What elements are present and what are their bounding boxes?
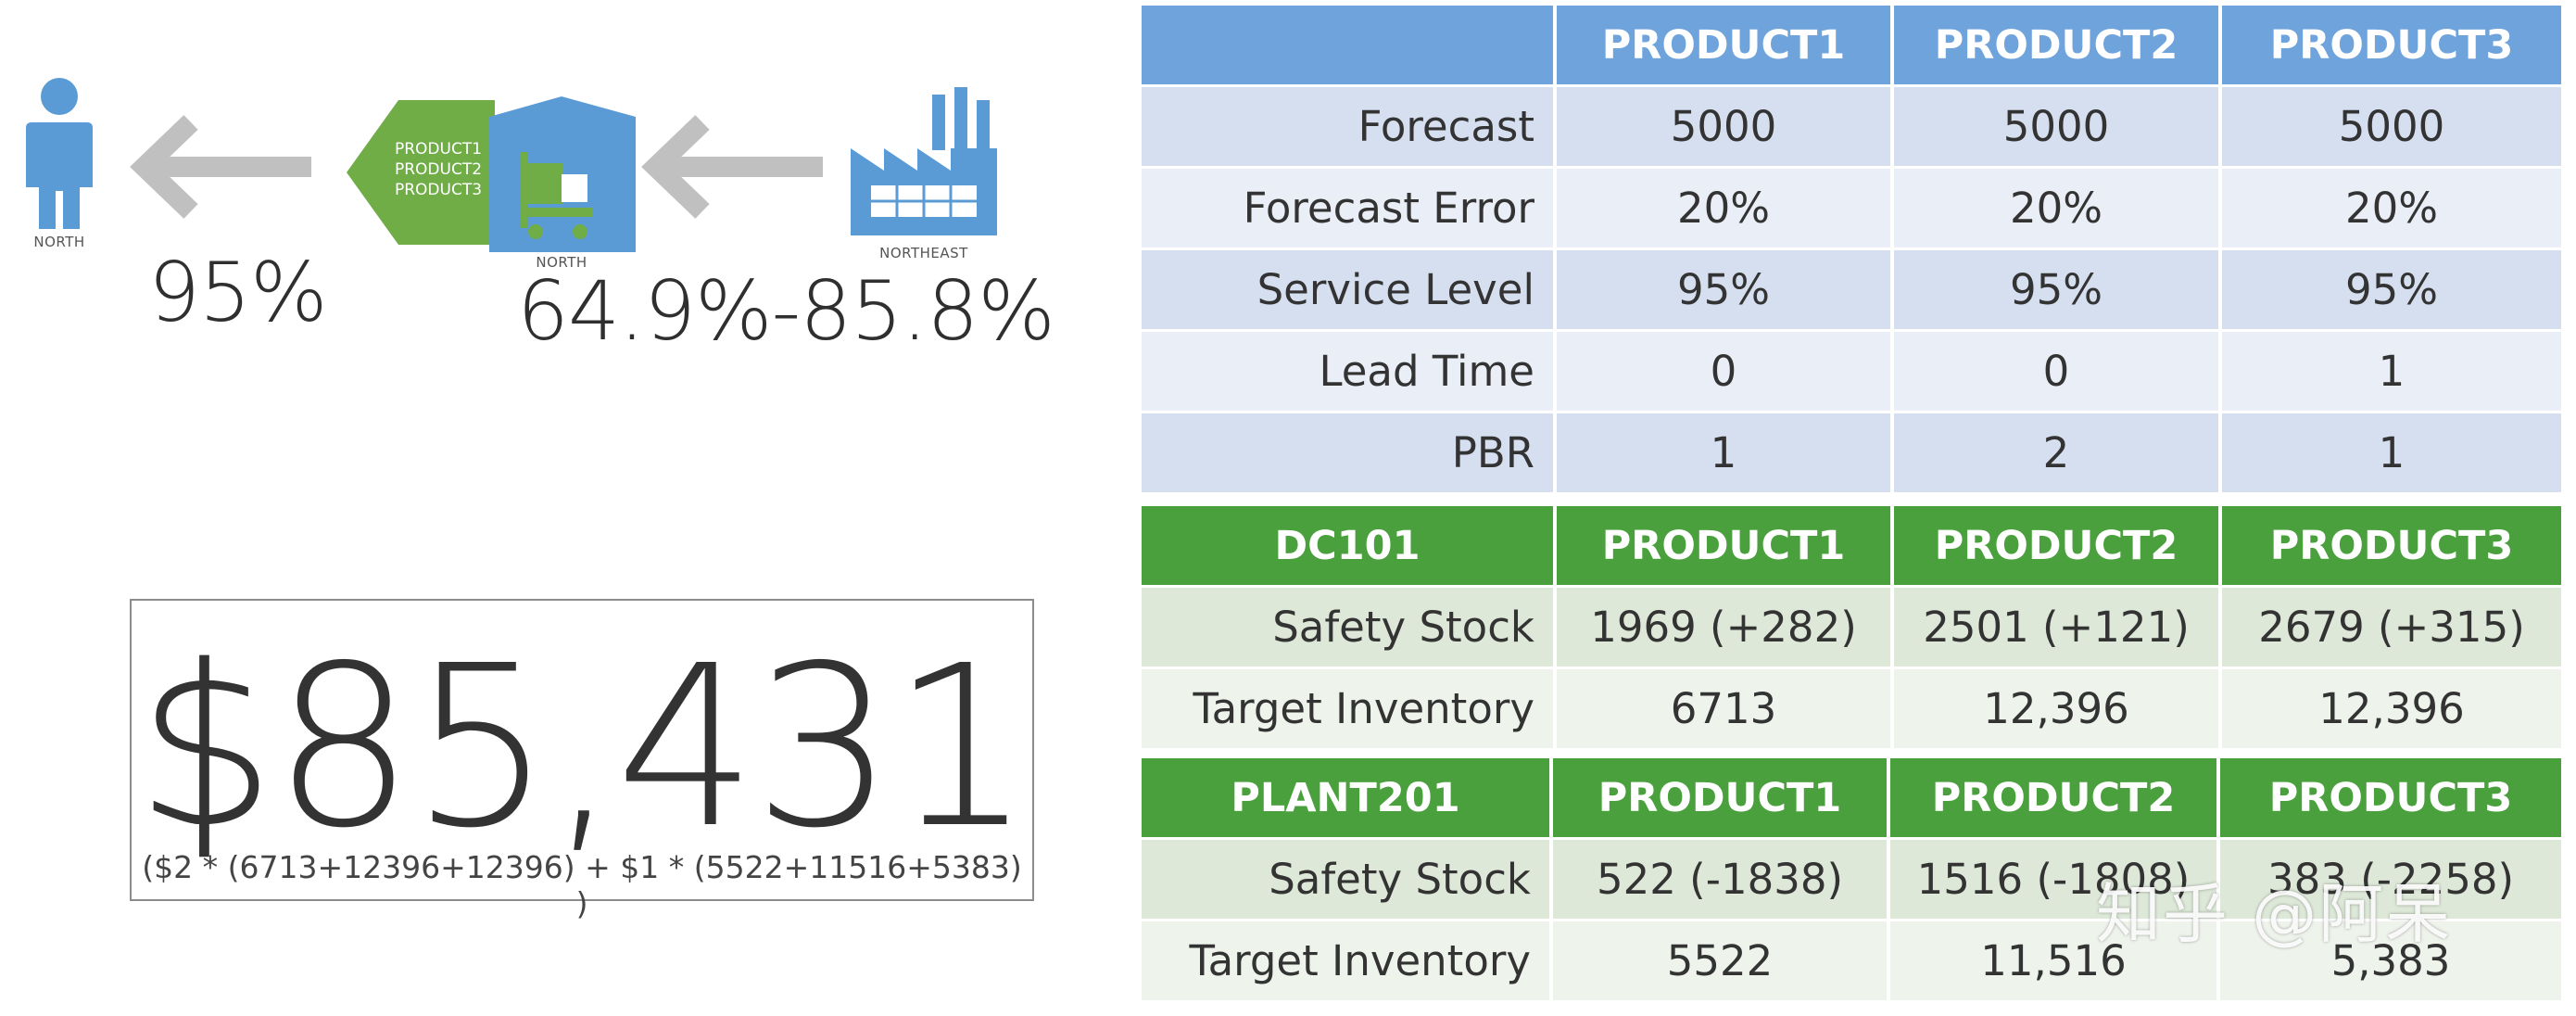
customer-label: NORTH (33, 234, 85, 250)
table-cell: 383 (-2258) (2220, 840, 2561, 921)
header-cell: PRODUCT1 (1557, 6, 1894, 87)
dc-product-2: PRODUCT2 (394, 160, 483, 179)
total-cost-formula: ($2 * (6713+12396+12396) + $1 * (5522+11… (142, 849, 1022, 921)
table-cell: 95% (1894, 250, 2222, 332)
table-row: Target Inventory 5522 11,516 5,383 (1142, 921, 2561, 1003)
table-cell: 5,383 (2220, 921, 2561, 1003)
header-cell: PRODUCT1 (1553, 758, 1890, 840)
table-row: Service Level 95% 95% 95% (1142, 250, 2561, 332)
table-row: PBR 1 2 1 (1142, 413, 2561, 495)
table-cell: 20% (2222, 169, 2561, 250)
table-cell: 2679 (+315) (2222, 588, 2561, 669)
header-cell: DC101 (1142, 506, 1557, 588)
header-cell: PRODUCT2 (1894, 506, 2222, 588)
table-cell: 5000 (1557, 87, 1894, 169)
row-label: PBR (1142, 413, 1557, 495)
table-cell: 1 (2222, 413, 2561, 495)
table-cell: 5000 (1894, 87, 2222, 169)
table-cell: 95% (2222, 250, 2561, 332)
table-row: Safety Stock 522 (-1838) 1516 (-1808) 38… (1142, 840, 2561, 921)
table-row: Lead Time 0 0 1 (1142, 332, 2561, 413)
table-cell: 95% (1557, 250, 1894, 332)
header-cell: PRODUCT1 (1557, 506, 1894, 588)
header-cell: PRODUCT3 (2222, 6, 2561, 87)
table-row: Target Inventory 6713 12,396 12,396 (1142, 669, 2561, 751)
total-cost-value: $85,431 (134, 617, 1032, 877)
row-label: Target Inventory (1142, 921, 1553, 1003)
header-cell: PRODUCT3 (2222, 506, 2561, 588)
table-cell: 2501 (+121) (1894, 588, 2222, 669)
table-cell: 12,396 (1894, 669, 2222, 751)
customer-service-level: 95% (148, 245, 328, 340)
person-icon (26, 78, 93, 229)
dc-product-1: PRODUCT1 (394, 140, 483, 159)
table-cell: 5000 (2222, 87, 2561, 169)
dc-product-tag-shape (347, 100, 495, 245)
table-row: Safety Stock 1969 (+282) 2501 (+121) 267… (1142, 588, 2561, 669)
table-cell: 1516 (-1808) (1890, 840, 2220, 921)
header-cell: PRODUCT3 (2220, 758, 2561, 840)
row-label: Lead Time (1142, 332, 1557, 413)
table-row: Forecast 5000 5000 5000 (1142, 87, 2561, 169)
row-label: Forecast Error (1142, 169, 1557, 250)
dc-label: NORTH (536, 254, 587, 271)
row-label: Target Inventory (1142, 669, 1557, 751)
table-cell: 12,396 (2222, 669, 2561, 751)
dc-service-level-range: 64.9%-85.8% (517, 263, 1055, 359)
row-label: Safety Stock (1142, 840, 1553, 921)
table-cell: 1969 (+282) (1557, 588, 1894, 669)
row-label: Safety Stock (1142, 588, 1557, 669)
table-cell: 11,516 (1890, 921, 2220, 1003)
table-cell: 5522 (1553, 921, 1890, 1003)
header-cell: PRODUCT2 (1890, 758, 2220, 840)
table-cell: 20% (1894, 169, 2222, 250)
plant-label: NORTHEAST (879, 245, 968, 261)
table-cell: 1 (2222, 332, 2561, 413)
warehouse-icon (489, 96, 636, 252)
header-cell: PLANT201 (1142, 758, 1553, 840)
table-cell: 2 (1894, 413, 2222, 495)
table-cell: 0 (1557, 332, 1894, 413)
table-header-row: PLANT201 PRODUCT1 PRODUCT2 PRODUCT3 (1142, 758, 2561, 840)
dc-table: DC101 PRODUCT1 PRODUCT2 PRODUCT3 Safety … (1142, 506, 2561, 751)
dc-product-list: PRODUCT1 PRODUCT2 PRODUCT3 (387, 139, 489, 200)
left-arrow-icon (641, 115, 823, 219)
table-cell: 20% (1557, 169, 1894, 250)
table-cell: 522 (-1838) (1553, 840, 1890, 921)
factory-icon (851, 87, 997, 235)
total-cost-box: $85,431 ($2 * (6713+12396+12396) + $1 * … (130, 599, 1034, 921)
table-header-row: DC101 PRODUCT1 PRODUCT2 PRODUCT3 (1142, 506, 2561, 588)
row-label: Service Level (1142, 250, 1557, 332)
table-cell: 6713 (1557, 669, 1894, 751)
plant-table: PLANT201 PRODUCT1 PRODUCT2 PRODUCT3 Safe… (1142, 758, 2561, 1003)
row-label: Forecast (1142, 87, 1557, 169)
watermark: 知乎 @阿呆 (2096, 876, 2453, 952)
left-arrow-icon (130, 115, 311, 219)
dc-product-3: PRODUCT3 (394, 181, 483, 199)
table-row: Forecast Error 20% 20% 20% (1142, 169, 2561, 250)
header-cell (1142, 6, 1557, 87)
table-cell: 1 (1557, 413, 1894, 495)
header-cell: PRODUCT2 (1894, 6, 2222, 87)
table-header-row: PRODUCT1 PRODUCT2 PRODUCT3 (1142, 6, 2561, 87)
table-cell: 0 (1894, 332, 2222, 413)
inputs-table: PRODUCT1 PRODUCT2 PRODUCT3 Forecast 5000… (1142, 6, 2561, 495)
